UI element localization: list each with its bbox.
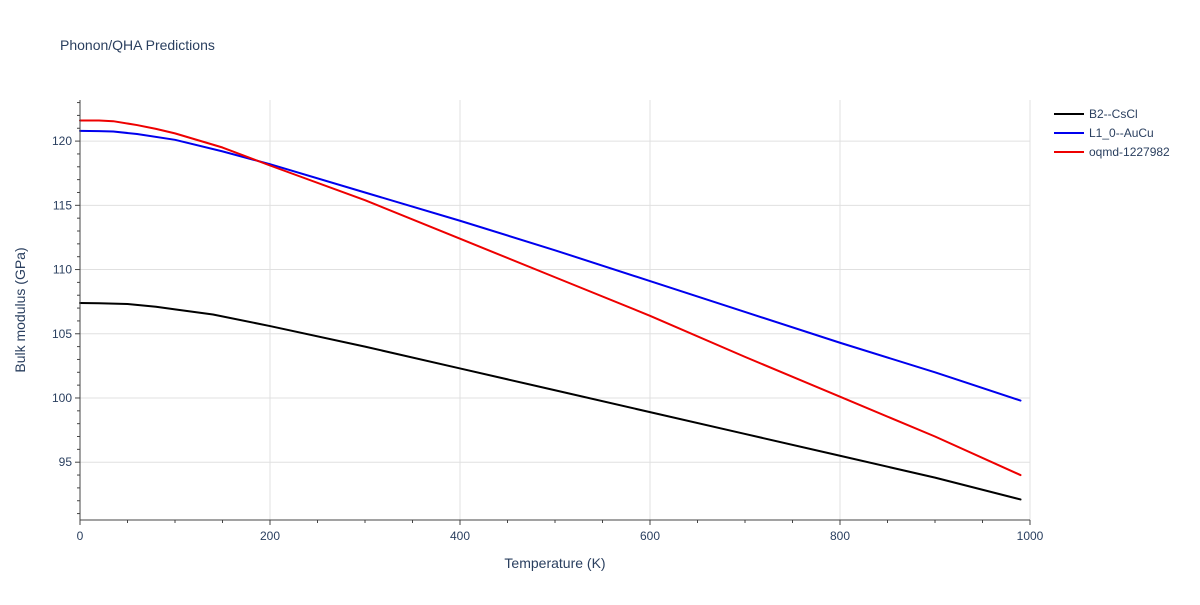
grid-layer bbox=[80, 100, 1031, 520]
legend-label: L1_0--AuCu bbox=[1089, 126, 1154, 140]
y-tick-label: 105 bbox=[52, 327, 72, 341]
x-tick-label: 0 bbox=[77, 529, 84, 543]
y-axis-title: Bulk modulus (GPa) bbox=[12, 247, 28, 372]
legend-item-b2-cscl[interactable]: B2--CsCl bbox=[1054, 107, 1138, 121]
series-layer bbox=[79, 119, 1022, 501]
legend-item-l1-0-aucu[interactable]: L1_0--AuCu bbox=[1054, 126, 1154, 140]
x-tick-label: 1000 bbox=[1017, 529, 1044, 543]
y-tick-label: 120 bbox=[52, 134, 72, 148]
y-tick-label: 110 bbox=[53, 263, 72, 277]
series-line-oqmd-1227982[interactable] bbox=[79, 119, 1022, 477]
x-tick-label: 800 bbox=[830, 529, 850, 543]
y-tick-label: 100 bbox=[52, 391, 72, 405]
legend[interactable]: B2--CsCl L1_0--AuCu oqmd-1227982 bbox=[1054, 107, 1170, 159]
y-tick-label: 95 bbox=[59, 455, 73, 469]
series-line-b2-cscl[interactable] bbox=[79, 301, 1022, 501]
y-tick-label: 115 bbox=[53, 198, 72, 212]
x-axis-title: Temperature (K) bbox=[504, 555, 605, 571]
chart-title: Phonon/QHA Predictions bbox=[60, 37, 215, 53]
x-tick-label: 400 bbox=[450, 529, 470, 543]
x-tick-label: 600 bbox=[640, 529, 660, 543]
legend-label: oqmd-1227982 bbox=[1089, 145, 1170, 159]
axis-layer: 0 200 400 600 800 1000 95 100 105 110 115 120 bbox=[52, 100, 1044, 543]
legend-label: B2--CsCl bbox=[1089, 107, 1138, 121]
legend-item-oqmd-1227982[interactable]: oqmd-1227982 bbox=[1054, 145, 1170, 159]
series-line-l1-0-aucu[interactable] bbox=[79, 129, 1022, 402]
x-tick-label: 200 bbox=[260, 529, 280, 543]
